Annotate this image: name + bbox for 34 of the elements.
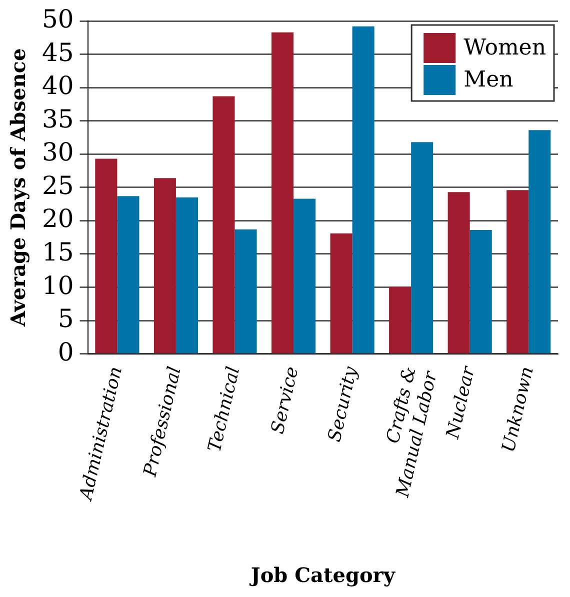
bar: [330, 233, 352, 354]
y-tick-label: 40: [42, 71, 74, 100]
y-tick-label: 0: [58, 337, 74, 366]
y-tick-label: 15: [42, 237, 74, 266]
bar: [234, 229, 257, 354]
y-tick-label: 50: [42, 4, 74, 34]
y-tick-label: 30: [42, 138, 74, 167]
bar: [271, 32, 294, 354]
bar: [95, 158, 118, 354]
x-tick-label: Service: [267, 364, 303, 436]
y-axis-title: Average Days of Absence: [6, 48, 30, 328]
legend-label: Men: [464, 68, 514, 93]
bar: [389, 286, 412, 354]
bar: [212, 96, 235, 354]
x-tick-label: Nuclear: [442, 363, 480, 442]
bar: [528, 130, 551, 354]
bar: [176, 197, 198, 354]
y-tick-label: 20: [42, 204, 74, 234]
y-tick-label: 25: [42, 170, 74, 200]
bar: [352, 26, 374, 354]
bar: [470, 230, 492, 354]
legend-label: Women: [464, 36, 546, 61]
y-tick-label: 10: [42, 270, 74, 300]
bar: [506, 190, 529, 354]
bar: [411, 142, 434, 354]
x-axis-title: Job Category: [248, 563, 396, 588]
bar: [448, 192, 470, 354]
bar: [294, 198, 316, 354]
bar: [154, 178, 176, 354]
x-tick-label: Crafts & Manual Labor: [382, 364, 442, 500]
bar: [117, 196, 140, 354]
y-tick-label: 35: [42, 104, 74, 134]
y-tick-label: 5: [58, 304, 74, 334]
y-tick-label: 45: [42, 38, 74, 67]
